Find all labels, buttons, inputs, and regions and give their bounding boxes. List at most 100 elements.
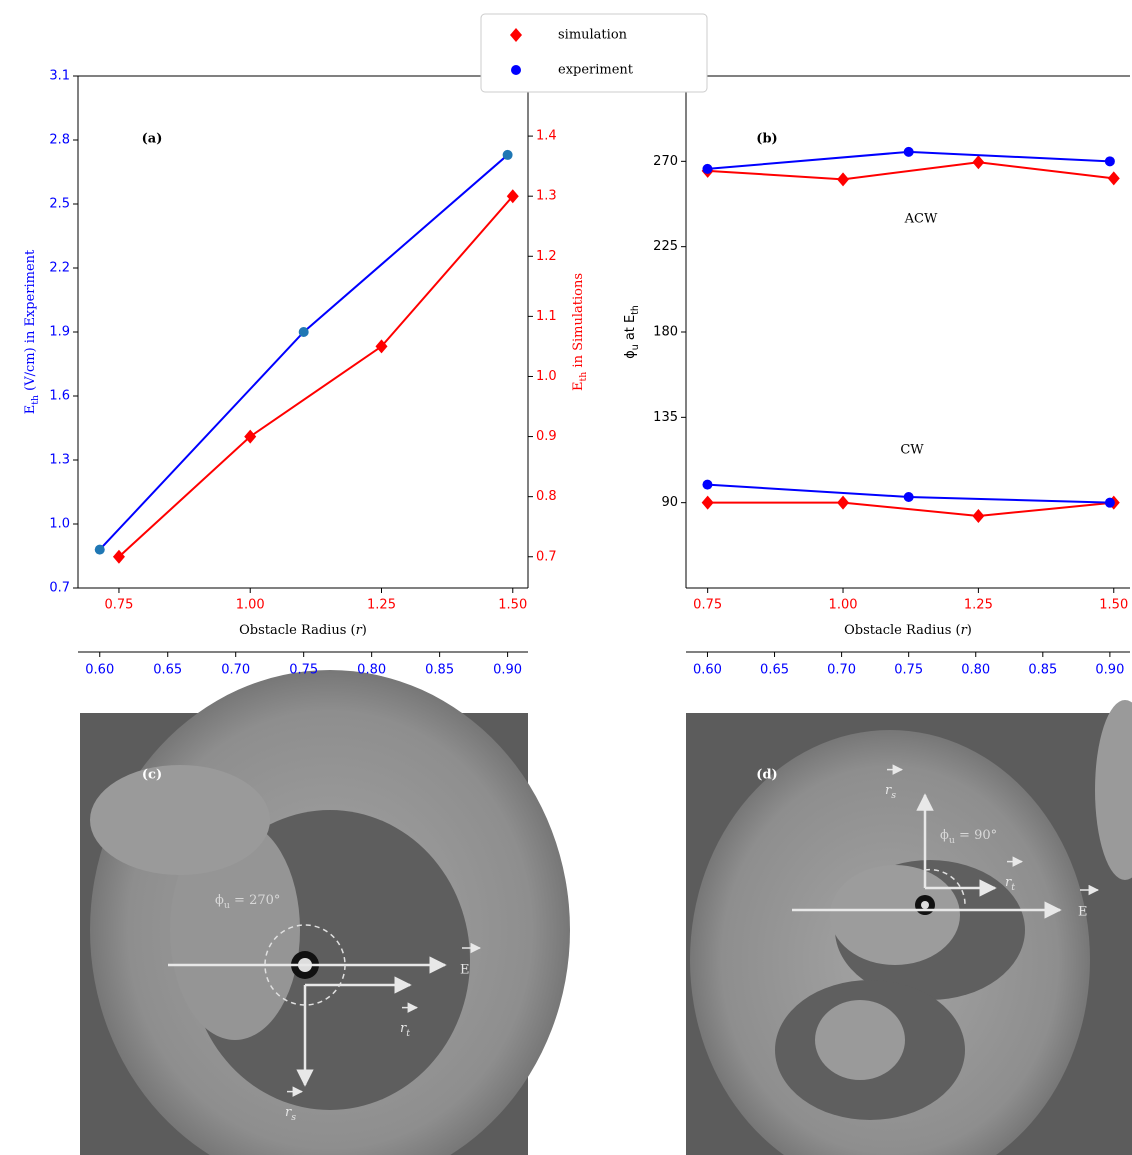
panel-label: (c)	[142, 768, 162, 783]
micrograph-c	[80, 670, 570, 1155]
x2-tick-label: 0.75	[289, 663, 318, 678]
panel-label: (b)	[756, 132, 777, 147]
x-axis-label: Obstacle Radius (r)	[239, 623, 367, 638]
y2-tick-label: 1.4	[536, 129, 557, 144]
x2-tick-label: 0.70	[221, 663, 250, 678]
field-label: E	[460, 963, 470, 978]
y2-axis-label-part: in Simulations	[571, 273, 586, 372]
panel-label: (d)	[756, 768, 777, 783]
marker	[837, 496, 849, 510]
y2-tick-label: 0.8	[536, 489, 557, 504]
y2-tick-label: 0.9	[536, 429, 557, 444]
x2-tick-label: 0.80	[357, 663, 386, 678]
series-line	[708, 503, 1114, 516]
marker	[702, 480, 712, 490]
x-axis-label: Obstacle Radius (r)	[844, 623, 972, 638]
y2-tick-label: 1.1	[536, 309, 557, 324]
y-tick-label: 180	[653, 325, 678, 340]
annotation: ACW	[904, 212, 938, 227]
x2-tick-label: 0.60	[85, 663, 114, 678]
angle-label-part: ϕ	[215, 893, 224, 908]
legend-label: experiment	[558, 63, 634, 78]
y-tick-label: 270	[653, 154, 678, 169]
x2-tick-label: 0.65	[153, 663, 182, 678]
series-line	[100, 155, 508, 550]
legend-label: simulation	[558, 28, 628, 43]
x-tick-label: 0.75	[693, 598, 722, 613]
y-tick-label: 225	[653, 239, 678, 254]
y-tick-label: 2.2	[49, 261, 70, 276]
marker	[1105, 498, 1115, 508]
x-tick-label: 1.50	[1099, 598, 1128, 613]
angle-label-part: = 90°	[955, 828, 997, 843]
field-label: E	[1078, 905, 1088, 920]
x-axis-label-part: Obstacle Radius (	[239, 623, 355, 638]
panel-label: (a)	[142, 132, 163, 147]
y-tick-label: 1.0	[49, 517, 70, 532]
rt-label-part: t	[406, 1028, 410, 1039]
rs-label-part: s	[291, 1112, 296, 1123]
marker	[299, 327, 309, 337]
x-tick-label: 1.00	[829, 598, 858, 613]
y-tick-label: 0.7	[49, 581, 70, 596]
y2-tick-label: 1.2	[536, 249, 557, 264]
x2-tick-label: 0.75	[894, 663, 923, 678]
y-axis-label-part: th	[630, 305, 641, 315]
y-axis-label: Eth (V/cm) in Experiment	[23, 249, 42, 414]
y-axis-label: ϕu at Eth	[623, 305, 642, 359]
angle-label-part: ϕ	[940, 828, 949, 843]
marker	[1105, 156, 1115, 166]
y-tick-label: 90	[661, 495, 678, 510]
y-tick-label: 1.9	[49, 325, 70, 340]
marker	[95, 545, 105, 555]
marker	[837, 172, 849, 186]
y-axis-label-part: at E	[623, 315, 638, 345]
annotation: CW	[900, 443, 924, 458]
x-tick-label: 1.50	[498, 598, 527, 613]
y2-tick-label: 1.0	[536, 369, 557, 384]
figure: 0.7 1.0 1.3 1.6 1.9 2.2 2.5 2.8 3.1 0.7 0.8 0.9 1.0 1…	[0, 0, 1132, 1155]
marker	[503, 150, 513, 160]
marker	[904, 147, 914, 157]
y2-axis-label-part: E	[571, 382, 586, 392]
x-axis-label-part: )	[362, 623, 367, 638]
marker	[1108, 171, 1120, 185]
x-axis-label-part: Obstacle Radius (	[844, 623, 960, 638]
marker	[702, 496, 714, 510]
y-tick-label: 1.3	[49, 453, 70, 468]
series-line	[708, 162, 1114, 179]
marker	[972, 509, 984, 523]
y2-axis-label-part: th	[578, 372, 589, 382]
x2-tick-label: 0.85	[1028, 663, 1057, 678]
y-tick-label: 1.6	[49, 389, 70, 404]
x2-tick-label: 0.90	[493, 663, 522, 678]
x2-tick-label: 0.65	[760, 663, 789, 678]
micrograph-d	[686, 700, 1132, 1155]
y-tick-label: 3.1	[49, 69, 70, 84]
marker	[972, 155, 984, 169]
marker	[904, 492, 914, 502]
x-tick-label: 1.00	[236, 598, 265, 613]
x2-tick-label: 0.85	[425, 663, 454, 678]
y-axis-label-part: ϕ	[623, 350, 638, 359]
series-line	[119, 196, 513, 557]
x2-tick-label: 0.80	[961, 663, 990, 678]
y-tick-label: 2.8	[49, 133, 70, 148]
rs-label-part: s	[891, 790, 896, 801]
x2-tick-label: 0.70	[827, 663, 856, 678]
x-tick-label: 1.25	[367, 598, 396, 613]
legend-box	[481, 14, 707, 92]
x-axis-label-part: )	[967, 623, 972, 638]
y2-tick-label: 0.7	[536, 549, 557, 564]
angle-label-part: = 270°	[230, 893, 280, 908]
rt-label-part: t	[1011, 882, 1015, 893]
y-axis-label-part: E	[23, 405, 38, 415]
x-tick-label: 0.75	[104, 598, 133, 613]
x2-tick-label: 0.60	[693, 663, 722, 678]
marker	[702, 164, 712, 174]
y-tick-label: 2.5	[49, 197, 70, 212]
marker	[511, 65, 521, 75]
y2-axis-label: Eth in Simulations	[571, 273, 590, 391]
y2-tick-label: 1.3	[536, 189, 557, 204]
y-axis-label-part: (V/cm) in Experiment	[23, 249, 38, 395]
